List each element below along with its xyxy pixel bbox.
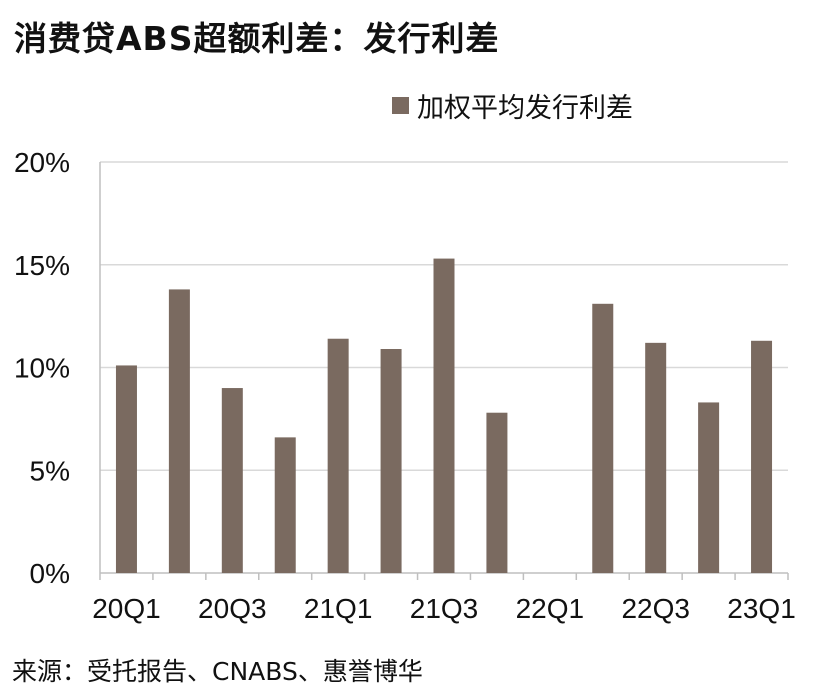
y-tick-label: 15% <box>14 250 70 281</box>
bar <box>380 349 402 573</box>
x-tick-label: 23Q1 <box>727 593 796 624</box>
bar <box>221 388 243 573</box>
x-tick-label: 20Q1 <box>92 593 161 624</box>
bar <box>751 340 773 573</box>
bar <box>645 342 667 573</box>
bar <box>168 289 190 573</box>
legend-label: 加权平均发行利差 <box>417 93 633 124</box>
source-note: 来源：受托报告、CNABS、惠誉博华 <box>12 657 423 686</box>
x-tick-label: 21Q3 <box>410 593 479 624</box>
legend: 加权平均发行利差 <box>392 86 633 125</box>
chart-title: 消费贷ABS超额利差：发行利差 <box>14 19 500 58</box>
x-tick-label: 21Q1 <box>304 593 373 624</box>
bar <box>274 437 296 573</box>
bar <box>327 338 349 573</box>
x-tick-label: 22Q1 <box>516 593 585 624</box>
bar <box>115 365 137 573</box>
x-tick-label: 20Q3 <box>198 593 267 624</box>
bar <box>592 303 614 573</box>
x-tick-label: 22Q3 <box>621 593 690 624</box>
bar <box>433 258 455 573</box>
y-tick-label: 10% <box>14 353 70 384</box>
y-tick-label: 20% <box>14 147 70 178</box>
y-tick-label: 0% <box>30 558 70 589</box>
bar <box>486 412 508 573</box>
y-tick-label: 5% <box>30 455 70 486</box>
legend-swatch <box>392 97 409 114</box>
bar <box>698 402 720 573</box>
